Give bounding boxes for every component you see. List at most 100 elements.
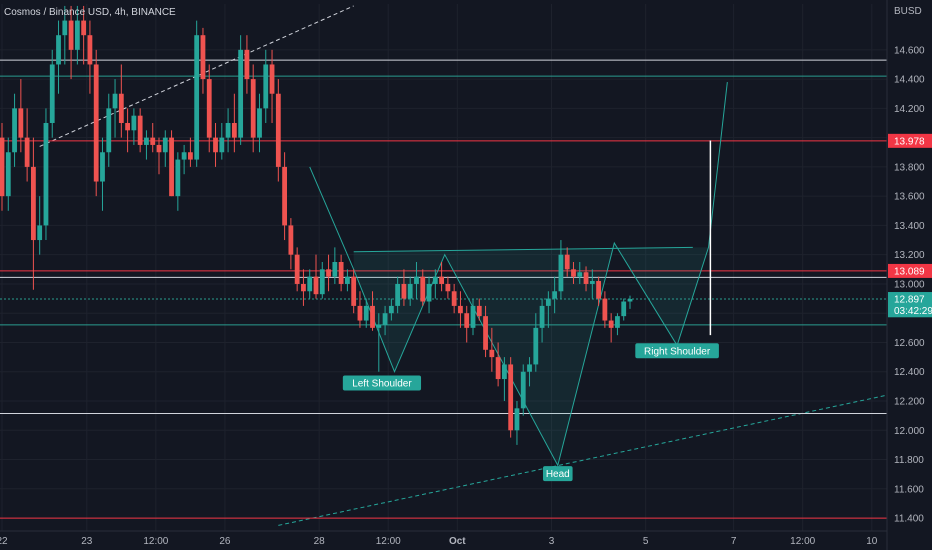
grid bbox=[0, 4, 887, 531]
candle-body bbox=[545, 298, 551, 306]
candle-body bbox=[414, 276, 419, 284]
candle-body bbox=[31, 166, 36, 241]
candle-body bbox=[388, 305, 394, 314]
candle-body bbox=[476, 305, 482, 317]
candle-body bbox=[558, 254, 564, 292]
candle-body bbox=[615, 316, 620, 328]
candle-body bbox=[527, 364, 532, 372]
price-tick-label: 14.200 bbox=[894, 104, 925, 115]
time-tick-label: 7 bbox=[731, 536, 737, 547]
candle-body bbox=[451, 291, 457, 306]
candle-body bbox=[571, 269, 576, 277]
candle-body bbox=[181, 152, 187, 160]
candle-body bbox=[495, 357, 501, 380]
candle-body bbox=[238, 49, 244, 138]
price-tick-label: 12.200 bbox=[894, 397, 925, 408]
candle-body bbox=[426, 283, 432, 302]
candle-body bbox=[338, 262, 344, 284]
candle-body bbox=[395, 283, 401, 306]
time-tick-label: 23 bbox=[81, 536, 93, 547]
price-axis-badge bbox=[888, 263, 932, 278]
pattern-label: Left Shoulder bbox=[352, 378, 412, 389]
candle-body bbox=[24, 137, 30, 167]
pattern-label-badge bbox=[342, 375, 422, 391]
candle-body bbox=[326, 269, 331, 277]
price-tick-label: 13.200 bbox=[894, 250, 925, 261]
symbol-title[interactable]: Cosmos / Binance USD, 4h, BINANCE bbox=[4, 7, 176, 18]
candle-body bbox=[81, 20, 87, 36]
candle-body bbox=[533, 327, 539, 365]
price-tick-label: 13.800 bbox=[894, 162, 925, 173]
time-tick-label: 12:00 bbox=[376, 536, 401, 547]
candle-body bbox=[275, 93, 281, 167]
price-axis-badge-label: 13.089 bbox=[894, 266, 925, 277]
candle-body bbox=[18, 108, 24, 138]
candle-body bbox=[213, 137, 218, 153]
candle-body bbox=[539, 305, 545, 328]
candle-body bbox=[144, 137, 149, 145]
candle-body bbox=[74, 20, 80, 50]
candle-body bbox=[301, 283, 306, 292]
candle-body bbox=[269, 64, 275, 94]
candle-body bbox=[257, 108, 262, 138]
candle-body bbox=[382, 313, 388, 325]
price-tick-label: 11.600 bbox=[894, 484, 924, 495]
candle-body bbox=[100, 152, 105, 182]
candle-body bbox=[62, 20, 68, 36]
candle-body bbox=[200, 35, 206, 80]
price-tick-label: 12.600 bbox=[894, 338, 925, 349]
time-tick-label: 12:00 bbox=[143, 536, 168, 547]
price-tick-label: 12.400 bbox=[894, 367, 925, 378]
candle-body bbox=[319, 269, 325, 295]
price-axis-badge-label: 03:42:29 bbox=[894, 306, 932, 317]
candle-body bbox=[244, 49, 250, 80]
candle-body bbox=[370, 305, 375, 328]
price-axis-badge-label: 13.978 bbox=[894, 136, 925, 147]
price-tick-label: 13.000 bbox=[894, 279, 925, 290]
candle-body bbox=[162, 137, 168, 153]
candle-body bbox=[37, 225, 43, 241]
candle-body bbox=[43, 122, 49, 226]
candle-body bbox=[175, 159, 181, 197]
candle-body bbox=[313, 276, 319, 295]
candle-body bbox=[169, 137, 174, 197]
candle-body bbox=[250, 79, 256, 138]
price-tick-label: 11.400 bbox=[894, 514, 924, 525]
candle-body bbox=[206, 79, 212, 138]
candle-body bbox=[407, 283, 413, 299]
candle-body bbox=[112, 93, 118, 109]
candle-body bbox=[608, 320, 614, 328]
time-tick-label: 5 bbox=[643, 536, 649, 547]
candle-body bbox=[464, 313, 470, 328]
candle-body bbox=[118, 93, 124, 123]
time-tick-label: 22 bbox=[0, 536, 8, 547]
pattern-label: Right Shoulder bbox=[644, 346, 711, 357]
price-tick-label: 14.600 bbox=[894, 45, 925, 56]
time-tick-label: 12:00 bbox=[790, 536, 815, 547]
price-tick-label: 12.000 bbox=[894, 426, 925, 437]
time-axis[interactable]: 22 23 12:00 26 28 12:00 Oct 3 5 7 12:00 10 bbox=[0, 536, 878, 547]
candle-body bbox=[420, 276, 426, 302]
candle-body bbox=[125, 122, 130, 131]
candle-body bbox=[589, 281, 595, 284]
candle-body bbox=[106, 108, 112, 153]
candle-body bbox=[445, 283, 451, 292]
candle-body bbox=[520, 371, 526, 409]
candle-body bbox=[564, 254, 570, 270]
price-tick-label: 13.600 bbox=[894, 192, 925, 203]
candle-body bbox=[401, 283, 407, 299]
candle-body bbox=[219, 137, 225, 153]
candle-body bbox=[458, 305, 463, 314]
candle-body bbox=[12, 108, 17, 153]
candle-body bbox=[68, 20, 74, 50]
candle-body bbox=[87, 35, 93, 65]
candle-body bbox=[194, 35, 200, 160]
candle-body bbox=[489, 349, 495, 358]
candle-body bbox=[332, 262, 338, 277]
pattern-zigzag bbox=[309, 81, 728, 467]
price-tick-label: 11.800 bbox=[894, 455, 924, 466]
pattern-labels: Left Shoulder Head Right Shoulder bbox=[342, 343, 719, 482]
candle-body bbox=[432, 276, 438, 284]
